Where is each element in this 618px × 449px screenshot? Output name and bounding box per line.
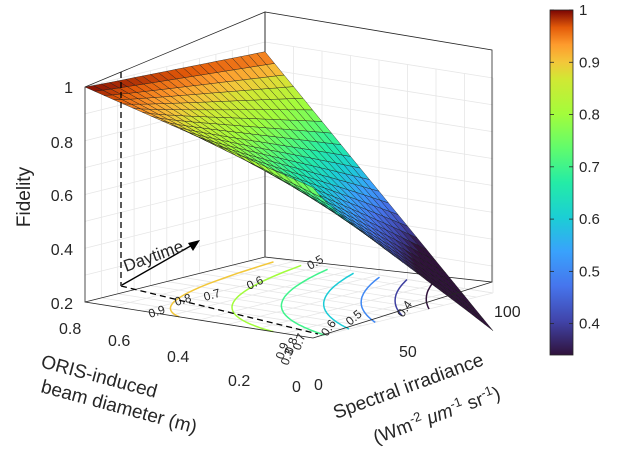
daytime-annotation: Daytime: [121, 237, 200, 285]
x-tick: 0.8: [59, 321, 81, 338]
colorbar: 1 0.9 0.8 0.7 0.6 0.5 0.4: [550, 2, 600, 355]
floor-contours: 0.90.8 0.70.60.50.40.90.80.70.6 0.50.3: [147, 252, 432, 367]
y-axis: 0 50 100 Spectral irradiance (Wm-2 μm-1 …: [314, 304, 521, 449]
x-tick: 0.2: [228, 373, 250, 390]
x-tick: 0.6: [108, 333, 130, 350]
z-tick: 0.6: [51, 188, 73, 205]
contour-label: 0.8: [173, 291, 193, 309]
colorbar-tick-label: 0.8: [579, 107, 600, 124]
z-tick: 0.2: [51, 296, 73, 313]
z-tick: 0.4: [51, 242, 73, 259]
colorbar-tick-label: 0.5: [579, 263, 600, 280]
colorbar-tick-label: 0.7: [579, 159, 600, 176]
contour-line: [232, 265, 301, 331]
contour-line: [361, 277, 379, 322]
contour-label: 0.7: [202, 286, 222, 304]
z-tick: 1: [64, 80, 73, 97]
z-tick: 0.8: [51, 135, 73, 152]
left-back-wall: [85, 12, 265, 302]
x-tick: 0: [292, 379, 301, 396]
y-tick: 0: [314, 377, 323, 394]
x-tick: 0.4: [167, 349, 189, 366]
contour-label: 0.9: [147, 302, 168, 321]
colorbar-tick-label: 0.4: [579, 316, 600, 333]
y-tick: 50: [399, 344, 417, 361]
colorbar-tick-label: 1: [579, 2, 587, 19]
x-axis: 0.8 0.6 0.4 0.2 0 ORIS-induced beam diam…: [39, 321, 301, 438]
daytime-label: Daytime: [121, 237, 186, 276]
z-axis: 1 0.8 0.6 0.4 0.2 Fidelity: [14, 80, 73, 313]
y-tick: 100: [494, 304, 521, 321]
colorbar-tick-label: 0.9: [579, 54, 600, 71]
colorbar-tick-label: 0.6: [579, 211, 600, 228]
surface-patch: [475, 313, 493, 331]
z-axis-label: Fidelity: [14, 166, 35, 227]
contour-label: 0.4: [394, 298, 415, 320]
fidelity-surface: [85, 52, 493, 331]
